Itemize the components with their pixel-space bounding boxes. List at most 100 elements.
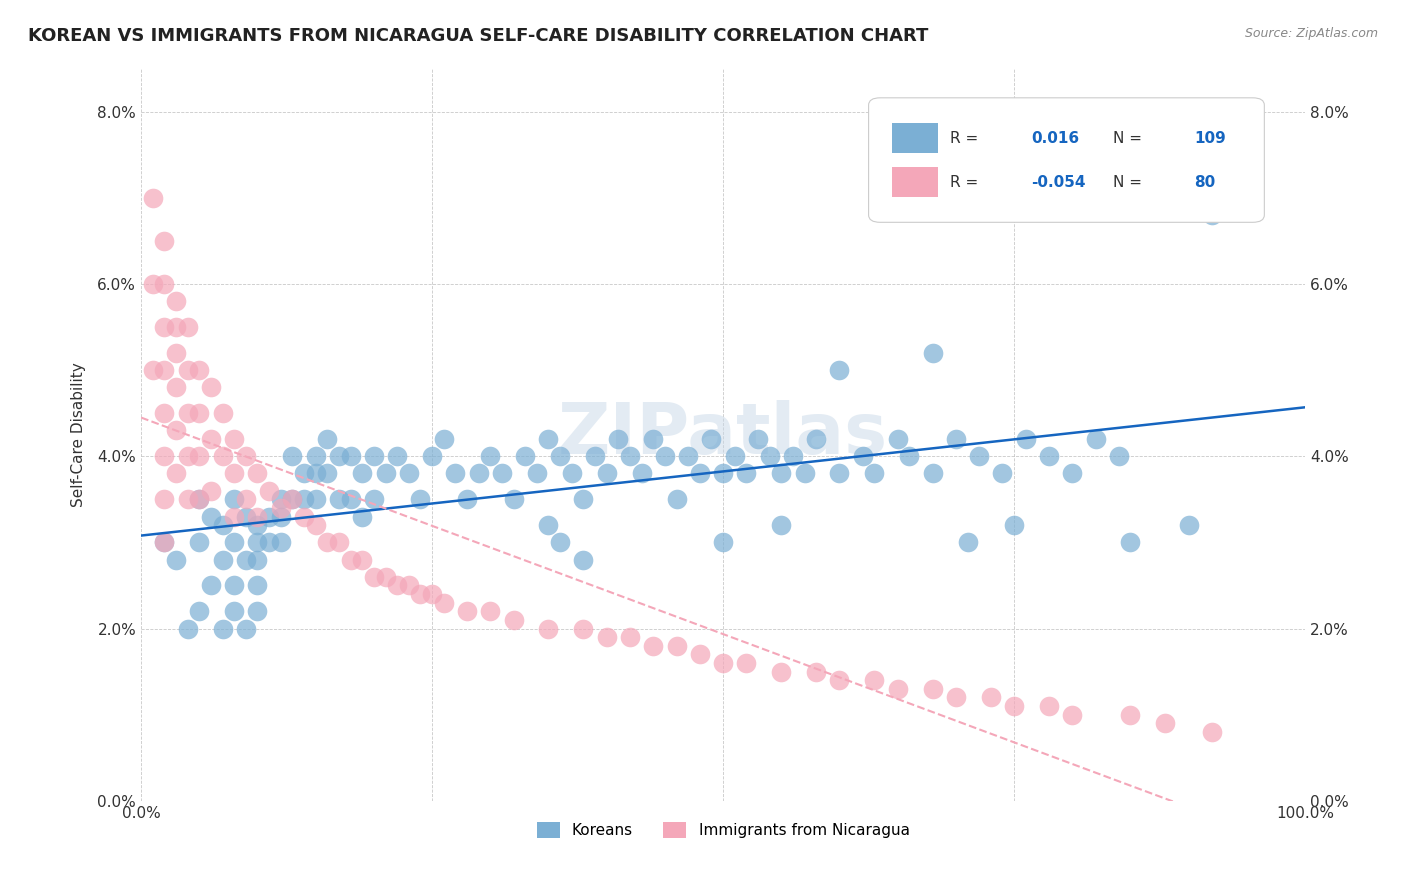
Point [165,552,187,566]
Point [165,320,187,334]
Point [711,535,734,549]
Point [747,432,769,446]
Point [374,467,396,481]
Point [385,578,408,592]
Text: -0.054: -0.054 [1032,175,1085,189]
Point [153,363,176,377]
Point [385,449,408,463]
Point [305,467,328,481]
Point [328,449,350,463]
Point [852,449,875,463]
Point [643,432,665,446]
Point [479,449,502,463]
Point [619,630,641,644]
Point [211,406,233,420]
Point [770,467,793,481]
Text: R =: R = [950,130,979,145]
Point [537,622,560,636]
Point [398,467,420,481]
Point [200,509,222,524]
Text: KOREAN VS IMMIGRANTS FROM NICARAGUA SELF-CARE DISABILITY CORRELATION CHART: KOREAN VS IMMIGRANTS FROM NICARAGUA SELF… [28,27,928,45]
Point [224,578,246,592]
Point [211,622,233,636]
Point [595,630,617,644]
Point [956,535,979,549]
Point [700,432,723,446]
Point [502,613,524,627]
Point [224,467,246,481]
Point [292,492,315,507]
Point [828,673,851,688]
Point [305,518,328,533]
Point [945,690,967,705]
Text: Source: ZipAtlas.com: Source: ZipAtlas.com [1244,27,1378,40]
Point [246,467,269,481]
Point [316,432,339,446]
Point [246,518,269,533]
Text: 0.016: 0.016 [1032,130,1080,145]
Point [967,449,990,463]
Point [339,492,361,507]
Point [235,509,257,524]
Point [689,467,711,481]
Text: ZIPatlas: ZIPatlas [558,401,889,469]
Point [1108,449,1130,463]
Point [246,552,269,566]
Point [806,432,828,446]
Point [257,535,280,549]
Point [619,449,641,463]
Point [583,449,606,463]
Point [257,483,280,498]
Point [188,449,211,463]
Point [153,406,176,420]
Point [863,673,886,688]
Point [665,492,688,507]
Point [292,467,315,481]
Point [142,277,165,291]
Point [165,346,187,360]
Point [153,492,176,507]
Point [153,234,176,248]
Point [339,449,361,463]
Text: R =: R = [950,175,979,189]
Point [793,467,815,481]
Point [352,467,374,481]
Point [363,570,385,584]
Point [420,587,443,601]
Point [607,432,630,446]
Point [176,622,198,636]
Point [782,449,804,463]
Point [921,681,943,696]
Point [735,467,758,481]
Point [456,604,478,618]
Point [433,432,456,446]
Point [1177,518,1199,533]
Point [665,639,688,653]
Point [526,467,548,481]
Point [654,449,676,463]
Point [433,596,456,610]
Point [1002,699,1025,714]
Point [863,467,886,481]
Point [246,535,269,549]
Point [200,380,222,394]
Point [224,509,246,524]
Point [235,622,257,636]
Point [444,467,467,481]
Point [502,492,524,507]
Text: N =: N = [1114,175,1142,189]
Point [374,570,396,584]
Point [188,535,211,549]
Point [153,535,176,549]
Point [142,191,165,205]
Point [980,690,1002,705]
Point [1119,535,1142,549]
FancyBboxPatch shape [891,123,938,153]
Point [200,483,222,498]
Point [491,467,513,481]
Point [235,552,257,566]
Point [630,467,652,481]
Point [270,492,292,507]
Point [689,648,711,662]
Point [1038,699,1060,714]
